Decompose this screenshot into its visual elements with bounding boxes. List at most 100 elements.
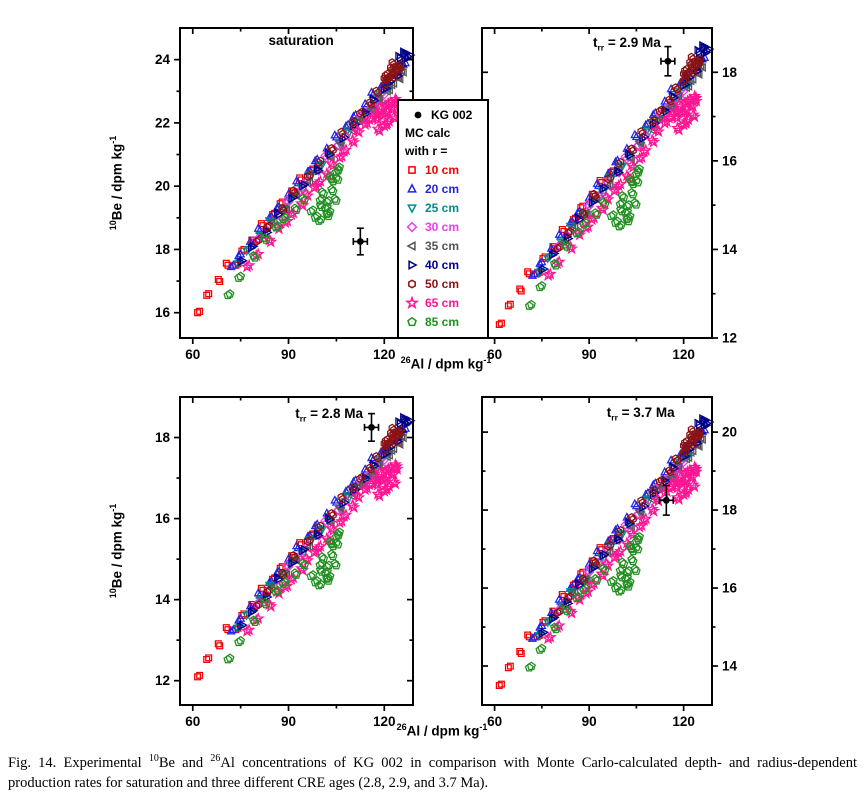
kg002-point — [660, 45, 676, 77]
svg-text:60: 60 — [487, 347, 502, 362]
square-icon — [405, 163, 421, 177]
panel-t29: 60 90 120 12 14 16 18 trr = 2.9 Ma — [481, 27, 738, 362]
svg-text:16: 16 — [722, 581, 738, 596]
svg-text:22: 22 — [155, 115, 170, 130]
triangle-up-icon — [405, 182, 421, 196]
legend-item-50cm: 50 cm — [405, 274, 483, 293]
series-40cm — [538, 40, 715, 275]
legend-label: 35 cm — [425, 238, 460, 253]
panel-annotation: trr = 3.7 Ma — [607, 405, 675, 423]
legend-item-25cm: 25 cm — [405, 198, 483, 217]
series-65cm — [541, 460, 703, 645]
panel-t37: 60 90 120 14 16 18 20 trr = 3.7 Ma — [481, 396, 738, 729]
series-65cm — [240, 457, 404, 637]
series-65cm — [240, 92, 404, 273]
svg-text:90: 90 — [281, 347, 296, 362]
svg-text:18: 18 — [722, 503, 738, 518]
legend-item-kg002: KG 002 — [405, 105, 483, 124]
panel-annotation: trr = 2.9 Ma — [593, 35, 661, 53]
triangle-right-icon — [405, 258, 421, 272]
svg-text:120: 120 — [672, 347, 695, 362]
axis-tick-labels: 60 90 120 14 16 18 20 — [487, 425, 737, 729]
legend-label: 65 cm — [425, 295, 460, 310]
svg-text:24: 24 — [155, 52, 171, 67]
svg-text:120: 120 — [373, 347, 396, 362]
legend-item-20cm: 20 cm — [405, 179, 483, 198]
legend-label-kg002: KG 002 — [431, 107, 473, 122]
figure-caption: Fig. 14. Experimental 10Be and 26Al conc… — [8, 753, 857, 792]
svg-text:120: 120 — [672, 714, 695, 729]
svg-text:20: 20 — [155, 179, 170, 194]
svg-text:60: 60 — [185, 347, 200, 362]
series-85cm — [524, 531, 645, 672]
svg-text:16: 16 — [722, 153, 738, 168]
kg002-point — [352, 227, 369, 256]
svg-text:14: 14 — [722, 242, 738, 257]
svg-text:18: 18 — [155, 242, 171, 257]
svg-text:60: 60 — [185, 714, 200, 729]
svg-text:90: 90 — [582, 714, 597, 729]
svg-text:120: 120 — [373, 714, 396, 729]
triangle-left-icon — [405, 239, 421, 253]
legend-label: 50 cm — [425, 276, 460, 291]
legend-label: 30 cm — [425, 219, 460, 234]
pentagon-icon — [405, 315, 421, 329]
panel-annotation: trr = 2.8 Ma — [295, 406, 363, 424]
legend-mc-calc-line: MC calc — [405, 126, 451, 140]
legend-item-85cm: 85 cm — [405, 312, 483, 331]
svg-text:90: 90 — [281, 714, 296, 729]
panel-saturation: 60 90 120 16 18 20 22 24 saturation — [155, 27, 416, 362]
svg-text:20: 20 — [722, 425, 737, 440]
axis-ticks — [482, 397, 718, 711]
legend-series-list: 10 cm 20 cm 25 cm 30 cm 35 cm 40 cm 50 cm 65 cm… — [405, 160, 483, 331]
filled-circle-icon — [411, 108, 427, 122]
series-85cm — [524, 164, 645, 310]
panel-t28: 60 90 120 12 14 16 18 trr = 2.8 Ma — [155, 396, 416, 729]
x-axis-label-bottom: 26Al / dpm kg-1 — [396, 722, 488, 739]
legend-item-65cm: 65 cm — [405, 293, 483, 312]
legend-label: 10 cm — [425, 162, 460, 177]
svg-text:16: 16 — [155, 511, 171, 526]
plot-frame — [481, 396, 713, 706]
series-85cm — [223, 162, 345, 300]
legend-item-35cm: 35 cm — [405, 236, 483, 255]
legend-label: 85 cm — [425, 314, 460, 329]
legend-item-40cm: 40 cm — [405, 255, 483, 274]
triangle-down-icon — [405, 201, 421, 215]
legend-item-10cm: 10 cm — [405, 160, 483, 179]
axis-tick-labels: 60 90 120 12 14 16 18 — [155, 430, 396, 729]
y-axis-label-bottom: 10Be / dpm kg-1 — [107, 503, 125, 599]
figure-canvas: 60 90 120 16 18 20 22 24 saturation 60 90 120 12 14 16… — [155, 27, 738, 729]
legend-label: 20 cm — [425, 181, 460, 196]
legend-label: 25 cm — [425, 200, 460, 215]
star-icon — [405, 295, 421, 310]
kg002-point — [363, 412, 380, 442]
svg-text:12: 12 — [722, 331, 737, 346]
plot-frame — [179, 396, 414, 706]
axis-tick-labels: 60 90 120 16 18 20 22 24 — [155, 52, 396, 362]
legend-label: 40 cm — [425, 257, 460, 272]
chart-legend: KG 002 MC calc with r = 10 cm 20 cm 25 cm 3… — [397, 99, 489, 339]
svg-text:60: 60 — [487, 714, 502, 729]
series-65cm — [541, 89, 703, 282]
svg-text:90: 90 — [582, 347, 597, 362]
legend-item-30cm: 30 cm — [405, 217, 483, 236]
svg-text:16: 16 — [155, 305, 171, 320]
panel-annotation: saturation — [269, 33, 334, 48]
x-axis-label-top: 26Al / dpm kg-1 — [400, 355, 492, 372]
svg-text:14: 14 — [155, 592, 171, 607]
hexagon-icon — [405, 277, 421, 291]
axis-ticks — [174, 397, 413, 711]
svg-text:14: 14 — [722, 659, 738, 674]
diamond-icon — [405, 220, 421, 234]
svg-text:12: 12 — [155, 673, 170, 688]
series-85cm — [223, 527, 345, 664]
y-axis-label-top: 10Be / dpm kg-1 — [107, 135, 125, 231]
svg-text:18: 18 — [722, 65, 738, 80]
svg-text:18: 18 — [155, 430, 171, 445]
series-50cm — [252, 423, 405, 611]
kg002-point — [658, 484, 675, 516]
axis-tick-labels: 60 90 120 12 14 16 18 — [487, 65, 737, 362]
legend-with-r-line: with r = — [405, 144, 448, 158]
